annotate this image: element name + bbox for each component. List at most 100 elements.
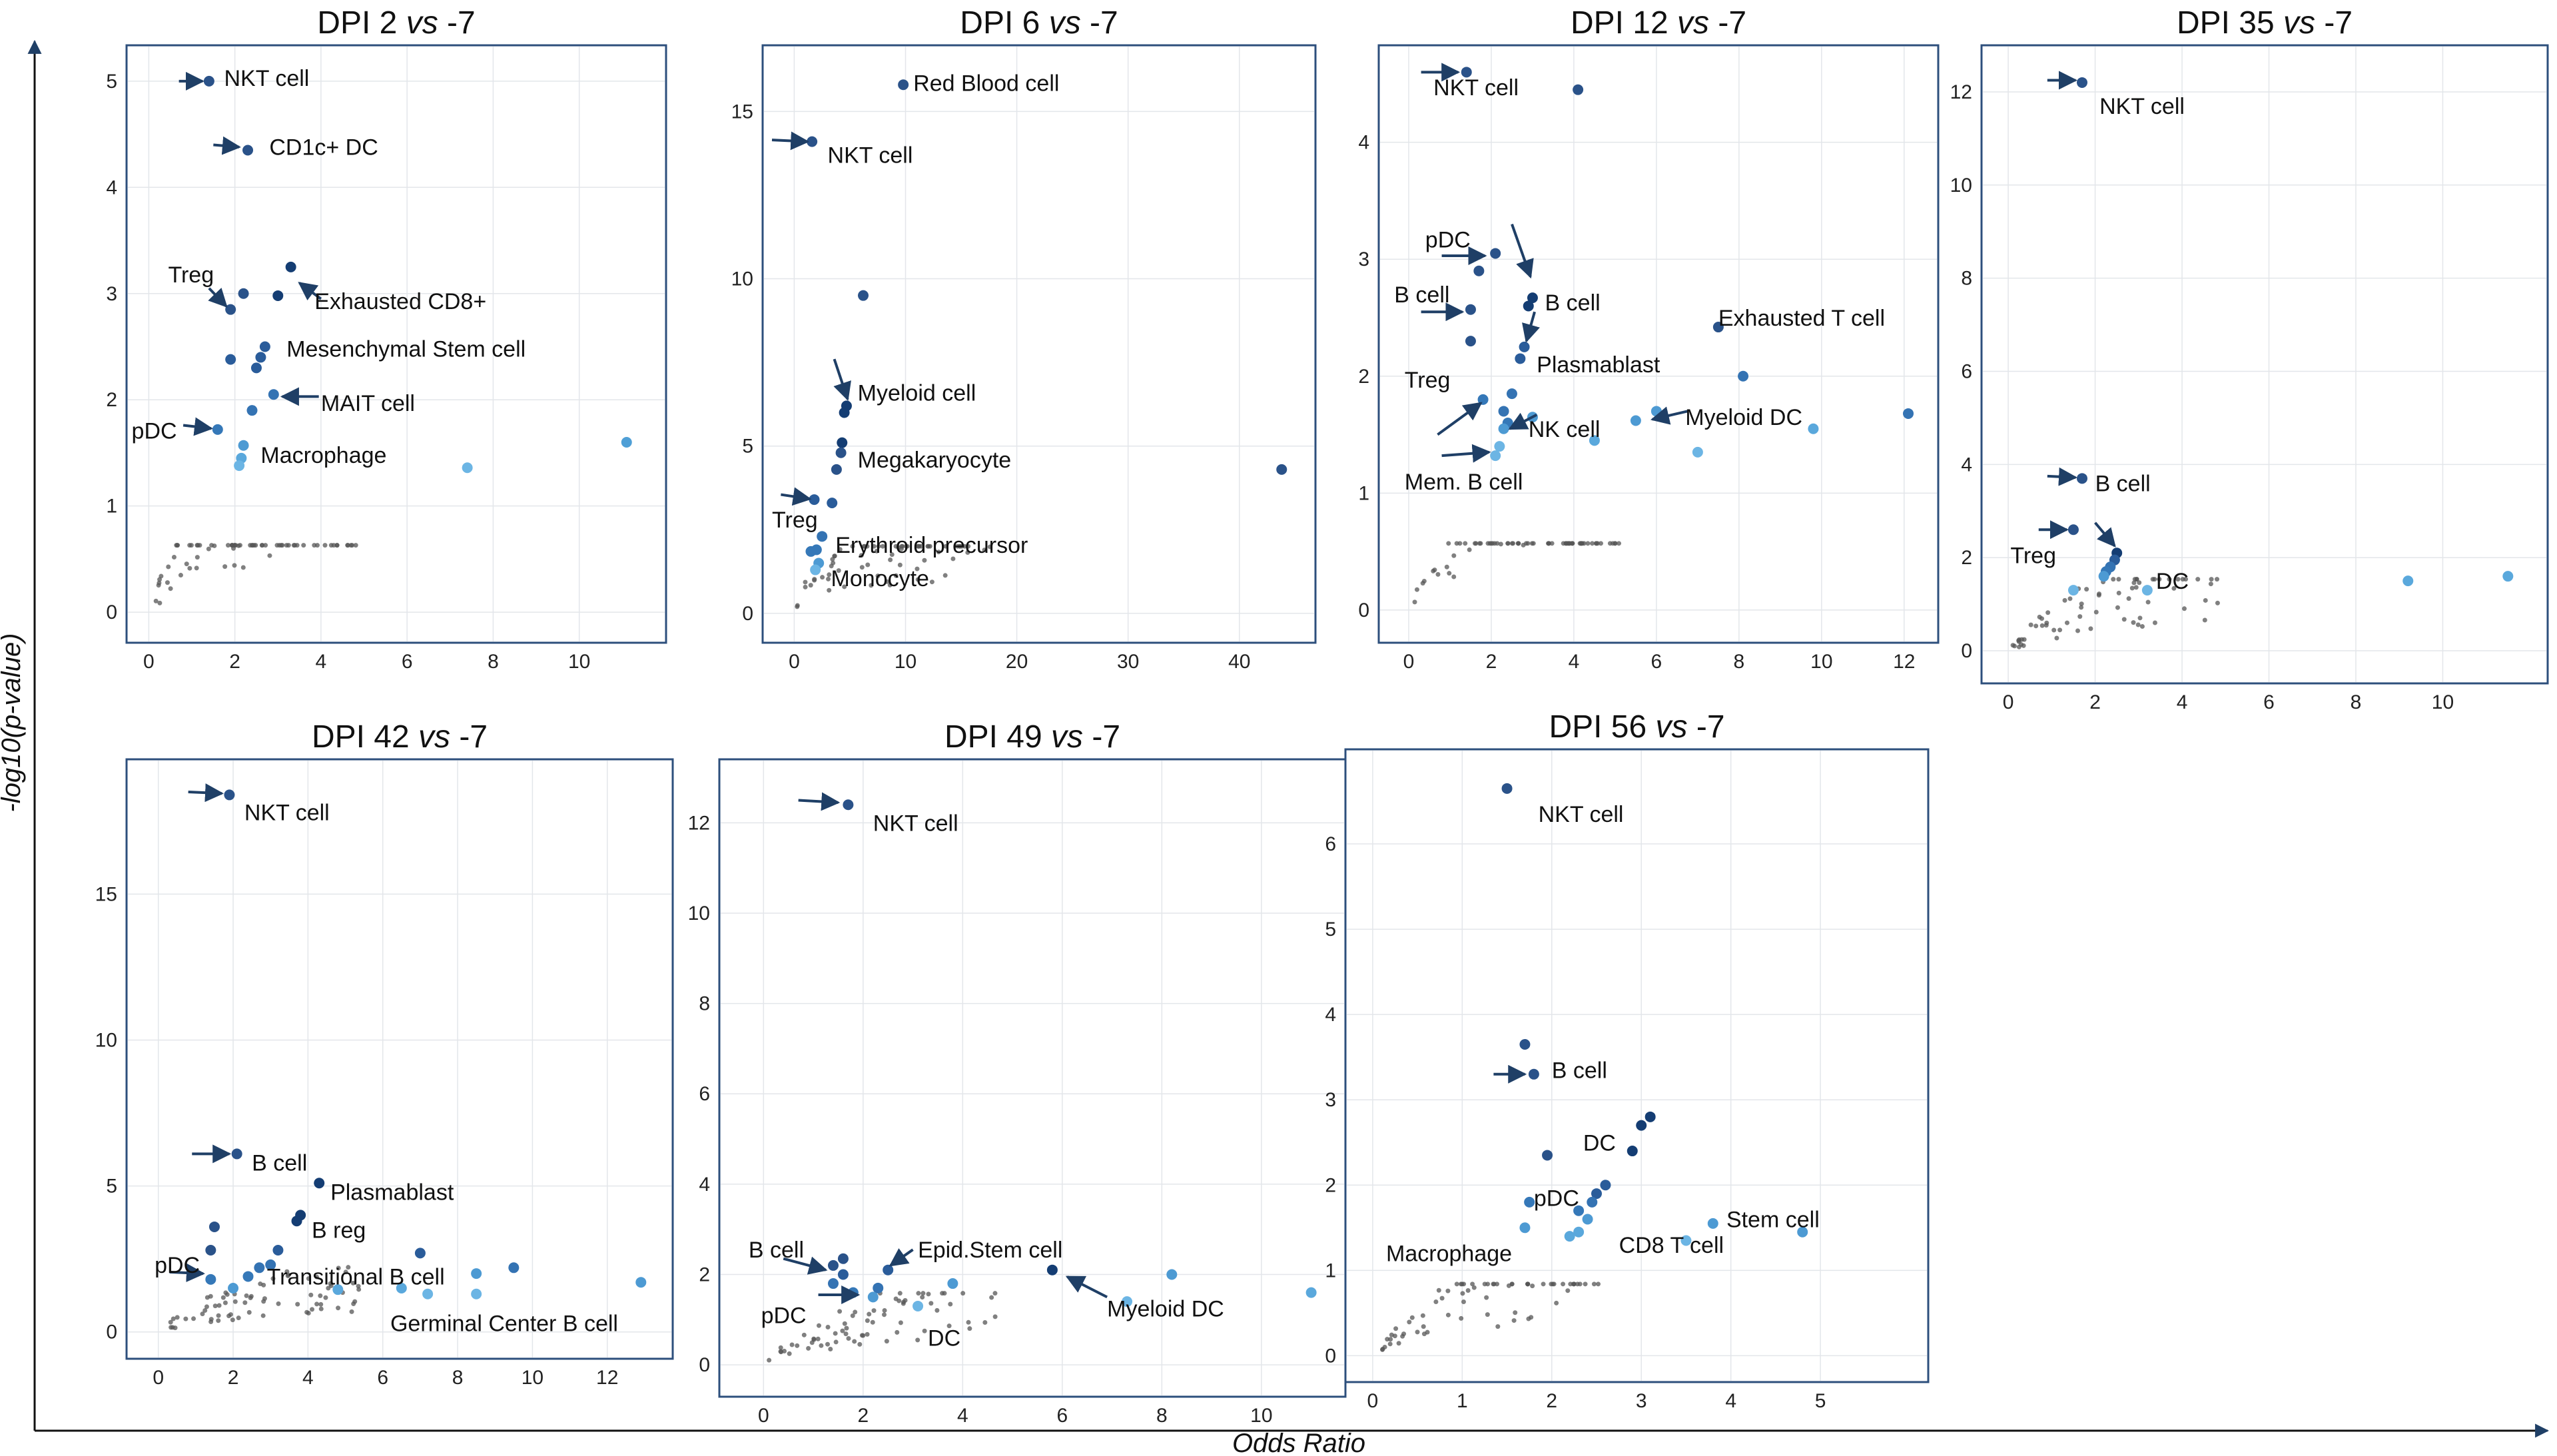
background-point [884, 1339, 889, 1344]
background-point [876, 544, 881, 549]
label-arrow [783, 1256, 828, 1275]
background-point [795, 603, 800, 608]
background-point [893, 573, 899, 578]
background-point [1396, 1341, 1401, 1346]
background-point [301, 543, 306, 548]
data-point [1692, 446, 1703, 458]
background-point [2115, 605, 2120, 610]
point-label: Plasmablast [330, 1180, 454, 1205]
background-point [836, 568, 841, 573]
background-point [318, 1301, 324, 1307]
background-point [230, 543, 235, 548]
background-point [960, 1291, 966, 1296]
data-point [462, 462, 473, 474]
data-point [1680, 1235, 1692, 1246]
background-point [2079, 605, 2084, 610]
data-point [2098, 571, 2109, 582]
x-tick-label: 2 [2089, 691, 2101, 713]
background-point [166, 564, 171, 569]
background-point [1531, 541, 1536, 546]
panel-title-suffix: -7 [438, 5, 476, 41]
background-point [334, 543, 340, 548]
panel-dpi-35: DPI 35 vs -7 0 2 4 6 8 10 0 2 4 6 8 10 12 NKT cell B ce… [1950, 5, 2549, 713]
x-tick-label: 2 [1546, 1390, 1557, 1412]
background-point [1545, 541, 1551, 546]
global-y-axis-label: -log10(p-value) [0, 633, 26, 812]
y-tick-label: 5 [742, 436, 753, 458]
background-point [168, 586, 173, 591]
background-point [929, 579, 934, 585]
data-point [807, 136, 818, 147]
background-point [1460, 1291, 1465, 1296]
x-tick-label: 8 [1734, 651, 1745, 673]
background-point [862, 544, 867, 549]
background-point [853, 1309, 858, 1315]
background-point [312, 543, 317, 548]
background-point [1461, 1299, 1466, 1305]
x-tick-label: 0 [143, 651, 155, 673]
background-point [1585, 541, 1591, 546]
background-point [230, 1317, 235, 1323]
panel-title-prefix: DPI 42 [312, 719, 418, 755]
background-point [859, 1333, 865, 1338]
x-tick-label: 8 [452, 1367, 464, 1389]
background-point [825, 1324, 831, 1329]
background-point [2181, 606, 2187, 611]
background-point [1421, 578, 1427, 583]
background-point [351, 1301, 356, 1306]
background-point [1382, 1344, 1387, 1349]
background-point [880, 544, 885, 549]
data-point [2077, 77, 2087, 88]
background-point [318, 1293, 323, 1298]
background-point [889, 552, 895, 557]
point-label: DC [2156, 569, 2189, 594]
data-point [621, 436, 632, 448]
background-point [184, 561, 189, 567]
data-point [867, 1291, 879, 1303]
data-point [858, 290, 869, 301]
label-arrow [169, 1263, 205, 1282]
background-point [1454, 541, 1459, 546]
data-point [1582, 1214, 1593, 1225]
background-point [950, 556, 956, 561]
background-point [2202, 617, 2207, 623]
y-tick-label: 1 [1358, 482, 1369, 504]
background-point [248, 543, 253, 548]
data-point [255, 352, 266, 363]
label-arrow [889, 1248, 914, 1267]
background-point [174, 543, 179, 548]
point-label: Treg [2010, 544, 2056, 569]
background-point [1554, 1300, 1559, 1305]
panel-frame [761, 44, 1317, 644]
data-point [231, 1148, 242, 1160]
background-point [197, 543, 202, 548]
background-point [343, 1270, 348, 1275]
label-arrow [798, 792, 841, 811]
data-point [2067, 585, 2079, 596]
data-point [250, 362, 262, 374]
background-point [2167, 577, 2172, 582]
background-point [915, 544, 920, 549]
background-point [1472, 541, 1477, 546]
background-point [248, 1295, 253, 1301]
data-point [1587, 1196, 1598, 1208]
y-tick-label: 2 [699, 1264, 710, 1285]
data-point [2141, 585, 2153, 596]
y-tick-label: 3 [106, 283, 117, 305]
background-point [153, 598, 159, 603]
x-tick-label: 0 [1367, 1390, 1379, 1412]
label-arrow [213, 136, 241, 155]
data-point [265, 1259, 276, 1270]
y-tick-label: 15 [731, 101, 753, 123]
background-point [829, 563, 834, 569]
data-point [1465, 304, 1476, 315]
background-point [2028, 622, 2033, 627]
background-point [2215, 600, 2220, 605]
background-point [2016, 639, 2021, 644]
background-point [1439, 1295, 1445, 1301]
background-point [982, 1319, 988, 1325]
data-point [212, 424, 223, 435]
x-tick-label: 2 [857, 1405, 869, 1427]
background-point [914, 566, 920, 571]
